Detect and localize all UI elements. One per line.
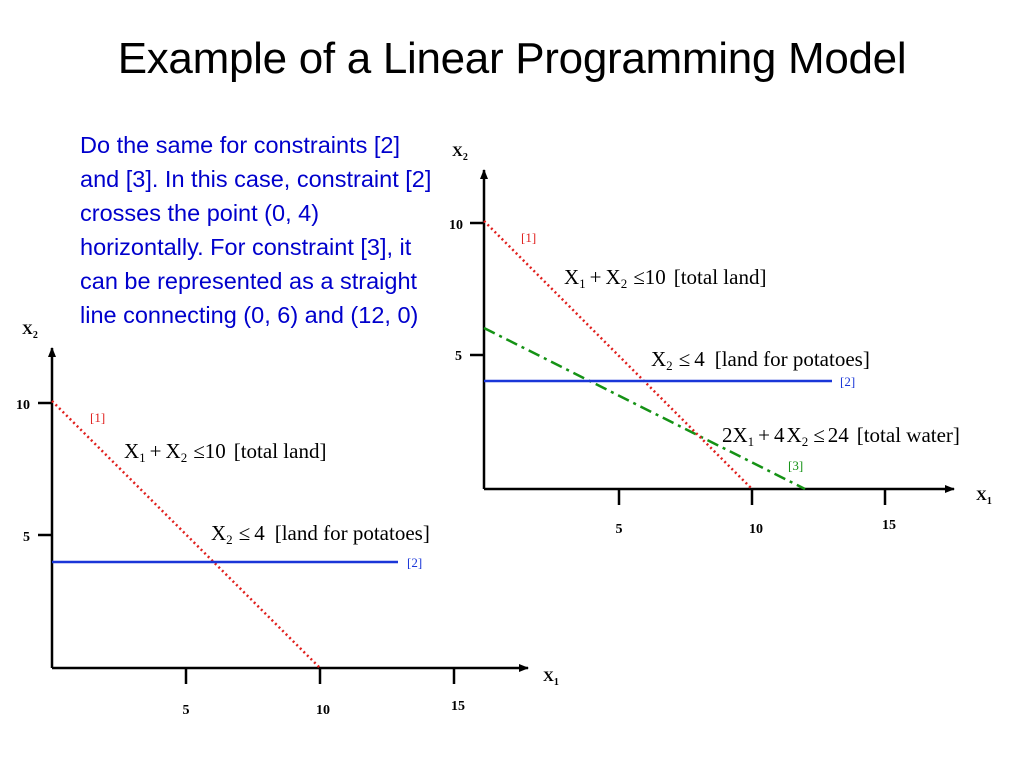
constraint-1-line (483, 220, 753, 490)
x-tick-label: 10 (749, 522, 763, 537)
constraint-1-tag: [1] (521, 230, 536, 245)
y-axis-label: X2 (452, 144, 468, 163)
x-tick-label: 5 (616, 522, 623, 537)
constraint-1-tag: [1] (90, 410, 105, 425)
x-tick-label: 10 (316, 703, 330, 718)
y-tick-label: 5 (455, 349, 462, 364)
y-tick-label: 10 (16, 398, 30, 413)
constraint-3-equation: 2X1 +4X2 ≤24 [total water] (722, 423, 960, 449)
explanation-text: Do the same for constraints [2] and [3].… (80, 132, 432, 328)
graph-right: X2 X1 10 5 5 10 15 [3] [1] [2] X1 + X2 ≤10[… (449, 144, 992, 537)
y-axis-label: X2 (22, 322, 38, 341)
constraint-2-equation: X2 ≤4 [land for potatoes] (211, 521, 430, 547)
constraint-2-equation: X2 ≤4 [land for potatoes] (651, 347, 870, 373)
x-tick-label: 15 (882, 518, 896, 533)
y-tick-label: 5 (23, 530, 30, 545)
constraint-1-equation: X1 + X2 ≤10 [total land] (564, 265, 766, 291)
y-tick-label: 10 (449, 218, 463, 233)
slide-title: Example of a Linear Programming Model (117, 34, 907, 83)
constraint-2-tag: [2] (407, 555, 422, 570)
constraint-1-line (51, 400, 321, 669)
x-axis-label: X1 (543, 669, 559, 688)
x-tick-label: 5 (183, 703, 190, 718)
x-axis-label: X1 (976, 488, 992, 507)
constraint-1-equation: X1 + X2 ≤10 [total land] (124, 439, 326, 465)
constraint-3-line (483, 326, 806, 491)
constraint-2-tag: [2] (840, 374, 855, 389)
graph-left: X2 X1 10 5 5 10 15 [1] [2] X1 + X2 ≤10 [tota… (16, 322, 559, 718)
constraint-3-tag: [3] (788, 458, 803, 473)
x-tick-label: 15 (451, 699, 465, 714)
